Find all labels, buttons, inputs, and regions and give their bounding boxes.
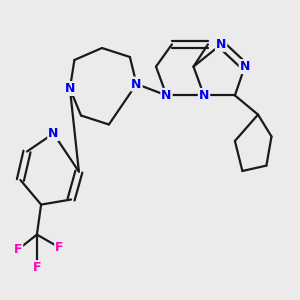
Text: N: N [161,89,172,102]
Text: N: N [48,127,59,140]
Text: N: N [199,89,209,102]
Text: N: N [131,77,142,91]
Text: F: F [55,241,64,254]
Text: F: F [14,243,22,256]
Text: N: N [65,82,75,95]
Text: N: N [240,60,250,73]
Text: F: F [33,261,41,274]
Text: N: N [216,38,226,51]
